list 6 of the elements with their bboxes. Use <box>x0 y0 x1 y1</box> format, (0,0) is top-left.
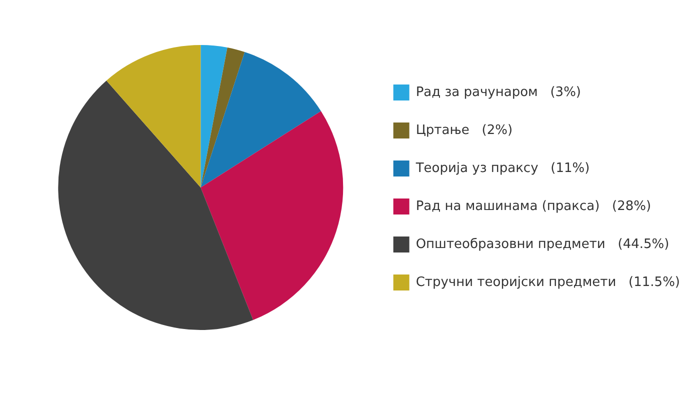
legend-label: Цртање (2%) <box>416 122 513 138</box>
legend-label: Општеобразовни предмети (44.5%) <box>416 236 670 252</box>
legend-label: Рад за рачунаром (3%) <box>416 84 582 100</box>
legend-label: Стручни теоријски предмети (11.5%) <box>416 274 680 290</box>
legend-label: Теорија уз праксу (11%) <box>414 160 590 176</box>
legend-label: Рад на машинама (пракса) (28%) <box>416 198 652 214</box>
